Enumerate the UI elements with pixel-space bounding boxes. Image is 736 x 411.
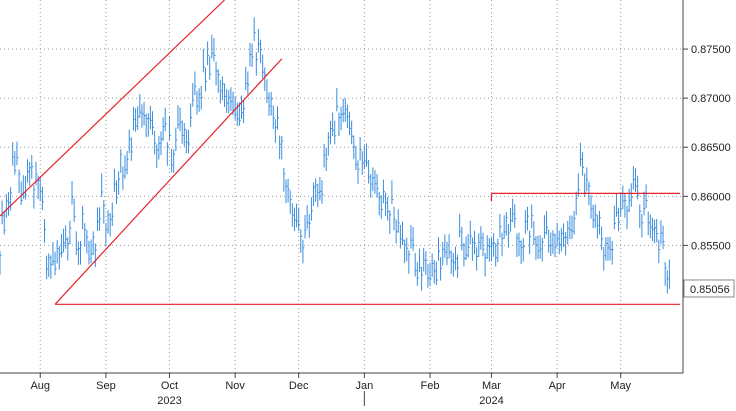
- x-tick-label: Sep: [96, 380, 116, 392]
- x-tick-label: Mar: [482, 380, 501, 392]
- x-tick-label: Dec: [289, 380, 309, 392]
- last-value-box: [683, 279, 735, 298]
- axes: [0, 0, 684, 374]
- y-tick-label: 0.86500: [691, 142, 731, 154]
- x-tick-label: Aug: [30, 380, 50, 392]
- last-value-marker: 0.85056: [683, 279, 735, 298]
- x-tick-label: Oct: [161, 380, 178, 392]
- annotation-lines: [0, 0, 680, 305]
- y-tick-label: 0.87500: [691, 44, 731, 56]
- last-value-label: 0.85056: [690, 284, 730, 296]
- x-tick-label: May: [610, 380, 631, 392]
- y-tick-label: 0.86000: [691, 191, 731, 203]
- y-tick-label: 0.85500: [691, 240, 731, 252]
- x-tick-label: Jan: [355, 380, 373, 392]
- grid: [0, 0, 683, 373]
- trend-line: [0, 0, 225, 217]
- x-year-label: 2023: [157, 395, 181, 406]
- x-tick-label: Feb: [421, 380, 440, 392]
- x-tick-label: Apr: [549, 380, 566, 392]
- x-year-label: 2024: [479, 395, 503, 406]
- price-series: [0, 17, 670, 294]
- trend-line: [54, 58, 283, 305]
- y-tick-labels: 0.87500 0.87000 0.86500 0.86000 0.85500: [683, 44, 731, 252]
- x-tick-label: Nov: [225, 380, 245, 392]
- y-tick-label: 0.87000: [691, 93, 731, 105]
- x-tick-labels: Aug Sep Oct Nov Dec Jan Feb Mar Apr May 2023 2024: [30, 373, 632, 407]
